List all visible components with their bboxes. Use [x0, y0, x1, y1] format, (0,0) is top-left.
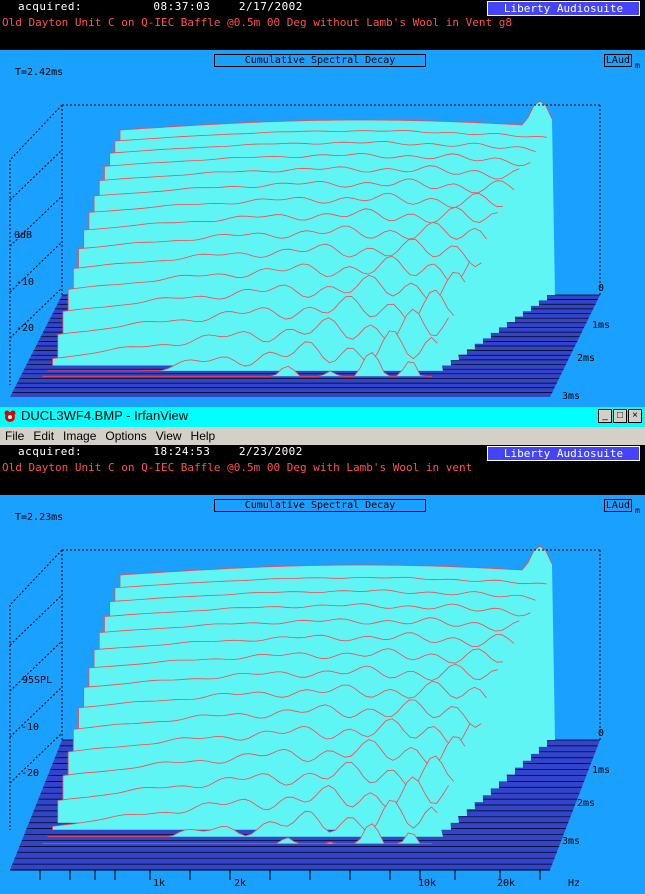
level-label-1: -10: [21, 722, 40, 733]
freq-label-10k: 10k: [418, 878, 437, 889]
acquired-line: acquired: 18:24:53 2/23/2002: [18, 445, 303, 458]
spectral-decay-plot-2: Cumulative Spectral Decay T=2.23ms LAud …: [0, 495, 645, 894]
time-label-2: 2ms: [577, 353, 596, 364]
panel2-header: acquired: 18:24:53 2/23/2002 Liberty Aud…: [0, 445, 645, 495]
menu-image[interactable]: Image: [63, 429, 97, 443]
measurement-title: Old Dayton Unit C on Q-IEC Baffle @0.5m …: [2, 16, 512, 29]
window-title: DUCL3WF4.BMP - IrfanView: [21, 408, 189, 423]
time-label-0: 0: [598, 728, 605, 739]
menu-help[interactable]: Help: [190, 429, 216, 443]
irfanview-window: DUCL3WF4.BMP - IrfanView _ □ × File Edit…: [0, 407, 645, 445]
freq-label-2k: 2k: [234, 878, 247, 889]
laud-logo-sub: m: [635, 61, 640, 70]
time-label-1: 1ms: [592, 765, 611, 776]
menu-options[interactable]: Options: [105, 429, 147, 443]
level-label-1: -10: [16, 277, 35, 288]
time-label-0: 0: [598, 283, 605, 294]
menu-view[interactable]: View: [155, 429, 182, 443]
minimize-button[interactable]: _: [598, 409, 612, 423]
time-label-3: 3ms: [562, 836, 581, 847]
menu-file[interactable]: File: [5, 429, 25, 443]
spectral-decay-plot-1: Cumulative Spectral Decay T=2.42ms LAud …: [0, 50, 645, 407]
irfanview-icon: [4, 410, 16, 422]
chart-title: Cumulative Spectral Decay: [214, 54, 426, 67]
level-label-2: -20: [21, 768, 40, 779]
time-label-1: 1ms: [592, 320, 611, 331]
decay-time: T=2.42ms: [15, 67, 64, 78]
menu-edit[interactable]: Edit: [33, 429, 55, 443]
panel1-header: acquired: 08:37:03 2/17/2002 Liberty Aud…: [0, 0, 645, 50]
level-label-0: 0dB: [14, 230, 33, 241]
title-bar[interactable]: DUCL3WF4.BMP - IrfanView _ □ ×: [0, 407, 645, 427]
time-label-2: 2ms: [577, 798, 596, 809]
brand-badge: Liberty Audiosuite: [487, 446, 640, 461]
level-label-0: 95SPL: [22, 675, 53, 686]
laud-logo: LAud: [603, 499, 632, 512]
waterfall-graphic: [9, 545, 601, 880]
menu-bar: File Edit Image Options View Help: [0, 428, 219, 445]
close-button[interactable]: ×: [628, 409, 642, 423]
freq-label-20k: 20k: [497, 878, 516, 889]
freq-label-1k: 1k: [153, 878, 166, 889]
waterfall-graphic: [9, 100, 601, 397]
brand-badge: Liberty Audiosuite: [487, 1, 640, 16]
chart-title: Cumulative Spectral Decay: [214, 499, 426, 512]
laud-logo: LAud: [603, 54, 632, 67]
decay-time: T=2.23ms: [15, 512, 64, 523]
level-label-2: -20: [16, 323, 35, 334]
laud-logo-sub: m: [635, 506, 640, 515]
freq-label-hz: Hz: [568, 878, 581, 889]
time-label-3: 3ms: [562, 391, 581, 402]
maximize-button[interactable]: □: [613, 409, 627, 423]
acquired-line: acquired: 08:37:03 2/17/2002: [18, 0, 303, 13]
measurement-title: Old Dayton Unit C on Q-IEC Baffle @0.5m …: [2, 461, 473, 474]
